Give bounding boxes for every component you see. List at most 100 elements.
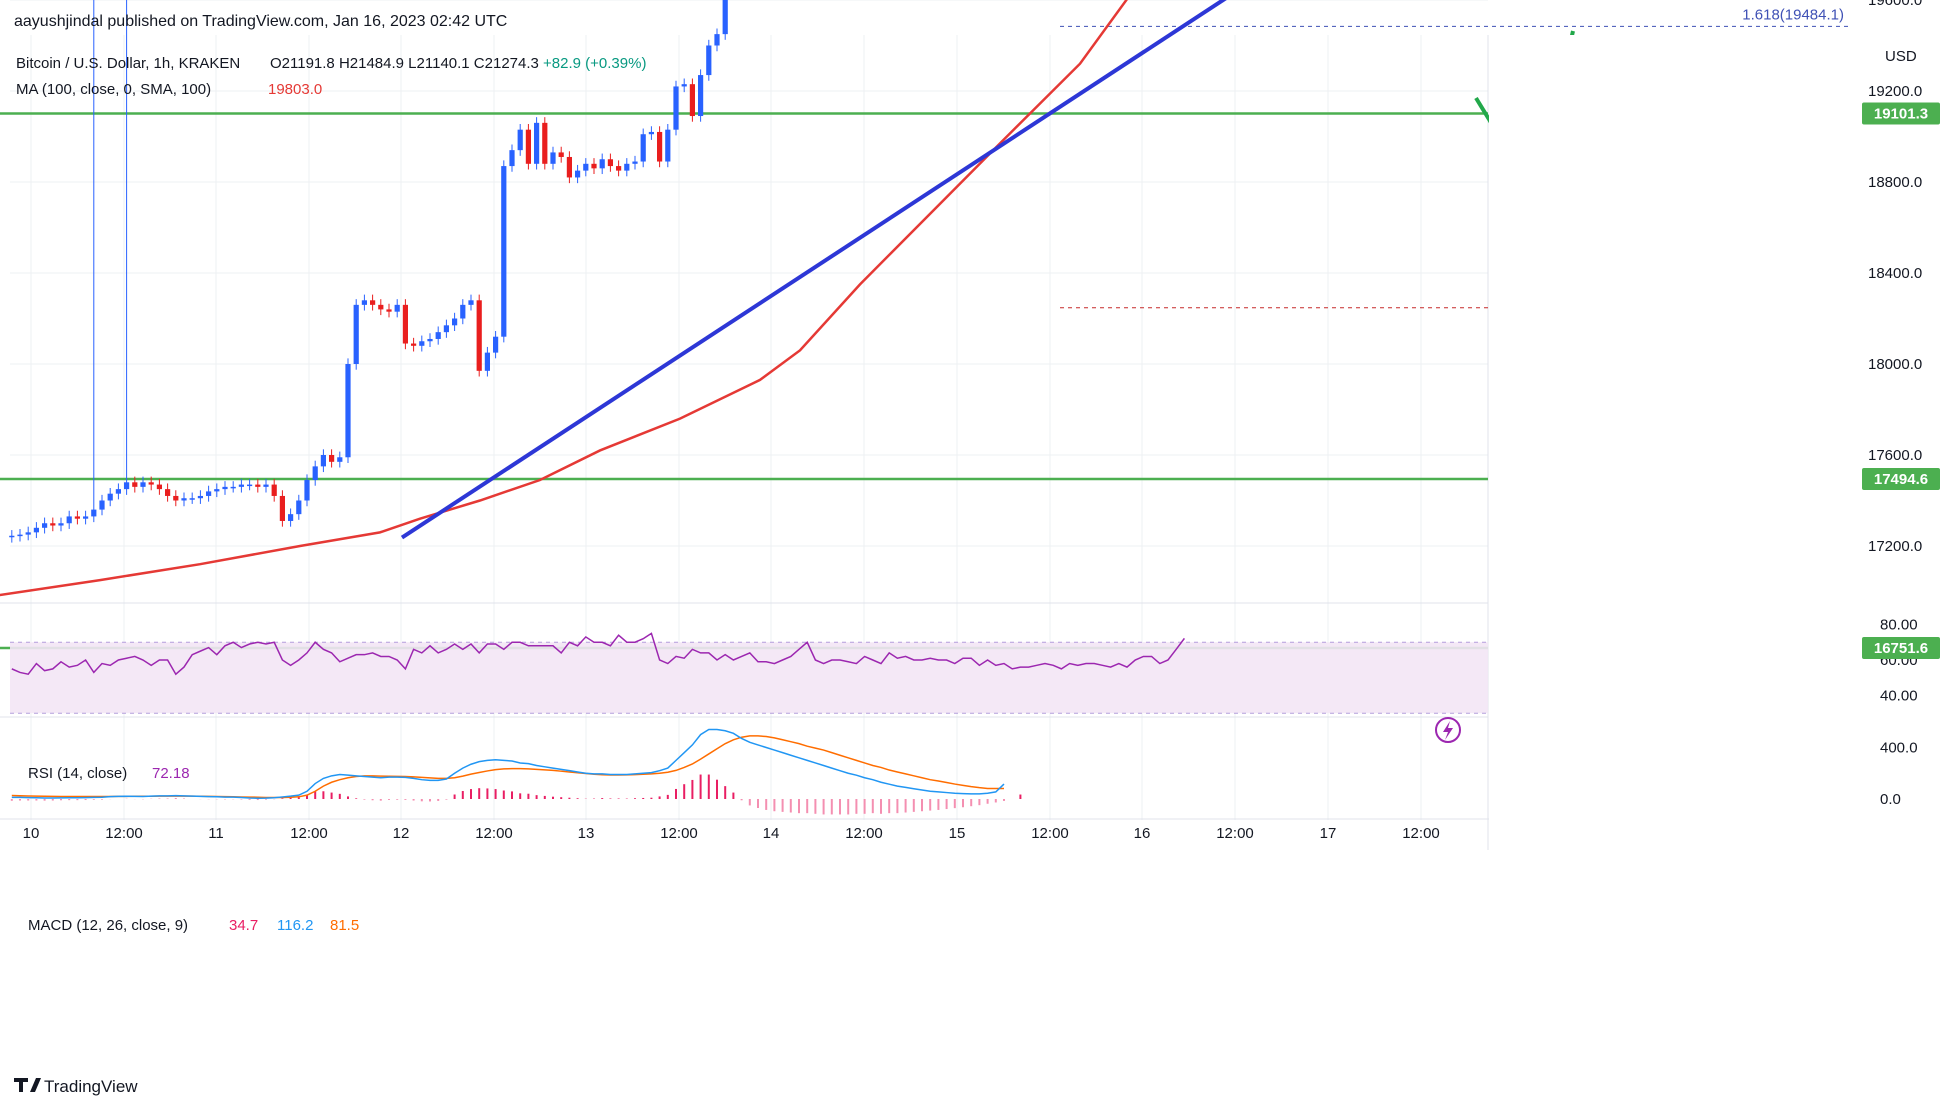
time-tick-label: 12:00 <box>660 825 698 842</box>
candle-body <box>558 152 564 157</box>
time-tick-label: 12 <box>393 825 410 842</box>
candle-body <box>657 131 663 162</box>
footer-brand: TradingView <box>44 1077 138 1096</box>
rsi-tick-label: 80.00 <box>1880 617 1918 634</box>
rsi-line <box>11 632 1186 676</box>
price-tick-label: 17200.0 <box>1868 538 1922 555</box>
fib-level-label: 1.618(19484.1) <box>1742 6 1844 23</box>
candle-body <box>9 535 15 538</box>
time-tick-label: 13 <box>578 825 595 842</box>
candle-body <box>624 163 630 171</box>
candle-body <box>493 336 499 353</box>
level-price-badge: 16751.6 <box>1874 640 1928 657</box>
lightning-icon-bolt <box>1443 721 1453 740</box>
candle-body <box>673 86 679 130</box>
candle-body <box>353 304 359 364</box>
candle-body <box>25 532 31 535</box>
ohlc-value: O21191.8 <box>270 55 335 72</box>
candle-body <box>304 480 310 501</box>
symbol-title: Bitcoin / U.S. Dollar, 1h, KRAKEN <box>16 55 240 72</box>
candle-body <box>115 489 121 494</box>
candle-body <box>443 325 449 333</box>
rsi-band <box>10 642 1488 714</box>
candle-body <box>468 300 474 305</box>
candle-body <box>402 304 408 344</box>
candle-body <box>83 516 89 519</box>
time-tick-label: 12:00 <box>845 825 883 842</box>
candle-body <box>452 318 458 326</box>
candle-body <box>17 534 23 537</box>
macd-tick-label: 0.0 <box>1880 791 1901 808</box>
rsi-label: RSI (14, close) <box>28 765 127 782</box>
candle-body <box>255 484 261 487</box>
candle-body <box>279 495 285 521</box>
author-line: aayushjindal published on TradingView.co… <box>14 13 507 30</box>
candle-body <box>689 84 695 117</box>
candle-body <box>91 509 97 517</box>
candle-body <box>714 34 720 46</box>
time-tick-label: 14 <box>763 825 780 842</box>
candle-body <box>681 84 687 87</box>
candle-body <box>542 122 548 164</box>
time-tick-label: 12:00 <box>290 825 328 842</box>
candle-body <box>263 484 269 487</box>
macd-tick-label: 400.0 <box>1880 740 1918 757</box>
price-tick-label: 18000.0 <box>1868 356 1922 373</box>
level-price-badge-bg <box>1862 637 1940 660</box>
level-price-badge: 17494.6 <box>1874 471 1928 488</box>
candle-body <box>320 455 326 467</box>
candle-body <box>58 523 64 526</box>
candle-body <box>640 134 646 162</box>
candles <box>9 0 728 543</box>
candle-body <box>698 75 704 117</box>
candle-body <box>50 523 56 526</box>
time-tick-label: 12:00 <box>1031 825 1069 842</box>
price-tick-label: 17600.0 <box>1868 447 1922 464</box>
price-tick-label: 19600.0 <box>1868 0 1922 9</box>
horizontal-levels[interactable] <box>0 0 1488 650</box>
candle-body <box>74 516 80 519</box>
candle-body <box>148 482 154 485</box>
candle-body <box>214 489 220 492</box>
time-tick-label: 17 <box>1320 825 1337 842</box>
level-price-badge-bg <box>1862 467 1940 490</box>
macd-value: 34.7 <box>229 917 258 934</box>
candle-body <box>165 489 171 496</box>
candle-body <box>484 352 490 371</box>
level-price-badge-bg <box>1862 102 1940 125</box>
macd-pane <box>10 728 1022 815</box>
candle-body <box>337 457 343 462</box>
candle-body <box>607 159 613 167</box>
candle-body <box>525 129 531 164</box>
ma-label: MA (100, close, 0, SMA, 100) <box>16 81 211 98</box>
trendline <box>400 0 1227 540</box>
candle-body <box>345 364 351 458</box>
candle-body <box>583 163 589 171</box>
ohlc-value: H21484.9 <box>335 55 404 72</box>
price-tick-label: 18800.0 <box>1868 174 1922 191</box>
level-price-badge: 19101.3 <box>1874 105 1928 122</box>
candle-body <box>411 343 417 346</box>
candle-body <box>222 486 228 490</box>
candle-body <box>419 341 425 346</box>
candle-body <box>181 498 187 501</box>
candle-body <box>247 484 253 487</box>
tradingview-logo-mark <box>14 1078 41 1092</box>
candle-body <box>648 131 654 135</box>
ohlc-value: +82.9 (+0.39%) <box>539 55 647 72</box>
time-tick-label: 12:00 <box>1402 825 1440 842</box>
candle-body <box>361 300 367 305</box>
candle-body <box>517 129 523 151</box>
ma-100-line <box>0 0 1128 597</box>
rsi-pane <box>10 632 1488 714</box>
time-tick-label: 12:00 <box>1216 825 1254 842</box>
drawings[interactable] <box>400 0 1575 743</box>
lightning-icon[interactable] <box>1435 717 1461 743</box>
candle-body <box>296 500 302 515</box>
candle-body <box>66 516 72 524</box>
candle-body <box>476 300 482 371</box>
candle-body <box>706 45 712 76</box>
rsi-tick-label: 40.00 <box>1880 688 1918 705</box>
candle-body <box>370 300 376 305</box>
